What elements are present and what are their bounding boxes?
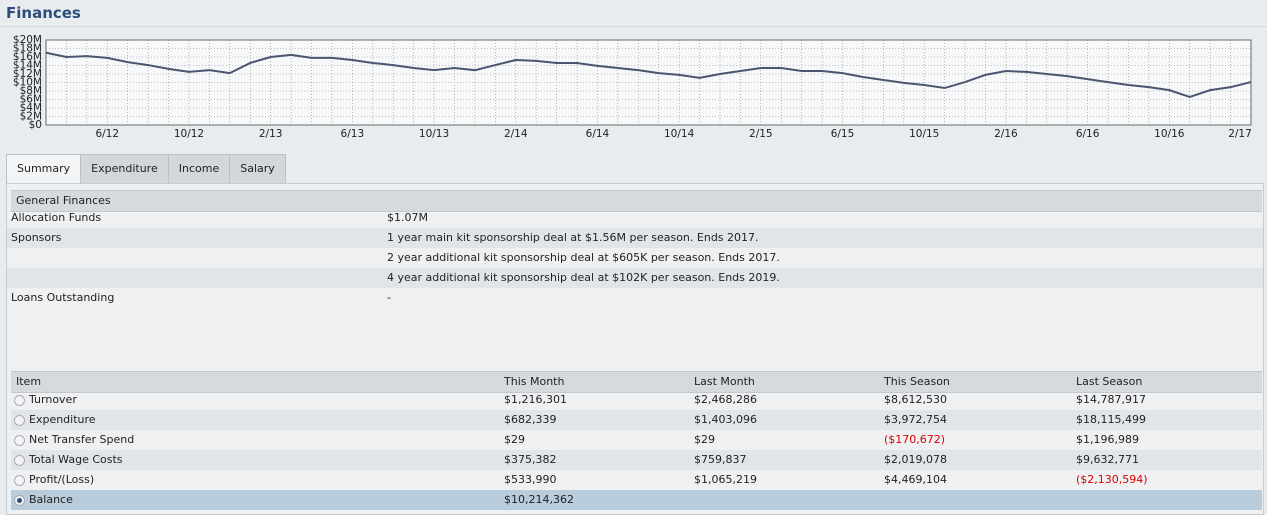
- y-tick-label: $14M: [13, 60, 42, 72]
- item-row[interactable]: Expenditure $682,339 $1,403,096 $3,972,754 $…: [11, 410, 1262, 430]
- item-row[interactable]: Net Transfer Spend $29 $29 ($170,672) $1,196…: [11, 430, 1262, 450]
- item-row[interactable]: Turnover $1,216,301 $2,468,286 $8,612,530 $1…: [11, 390, 1262, 410]
- section-title: General Finances: [16, 194, 111, 207]
- column-header: Last Month: [694, 375, 755, 388]
- info-value: $1.07M: [387, 211, 428, 224]
- series-line: [45, 51, 1252, 99]
- column-header: This Season: [884, 375, 950, 388]
- column-header: This Month: [504, 375, 565, 388]
- item-value: $2,468,286: [694, 393, 757, 406]
- info-value: 2 year additional kit sponsorship deal a…: [387, 251, 780, 264]
- item-value: $1,403,096: [694, 413, 757, 426]
- x-tick-label: 6/14: [586, 128, 610, 140]
- tab[interactable]: Salary: [229, 154, 286, 184]
- info-value: -: [387, 291, 391, 304]
- item-value: $18,115,499: [1076, 413, 1146, 426]
- item-row[interactable]: Total Wage Costs $375,382 $759,837 $2,019,0…: [11, 450, 1262, 470]
- x-tick-label: 10/14: [664, 128, 695, 140]
- item-value: ($170,672): [884, 433, 946, 446]
- column-header: Item: [16, 375, 42, 388]
- x-tick-label: 10/15: [909, 128, 939, 140]
- item-value: ($2,130,594): [1076, 473, 1148, 486]
- x-tick-label: 10/13: [419, 128, 449, 140]
- radio-button: [14, 495, 25, 506]
- column-header: Last Season: [1076, 375, 1143, 388]
- item-value: $1,216,301: [504, 393, 567, 406]
- y-tick-label: $8M: [20, 85, 42, 97]
- item-value: $9,632,771: [1076, 453, 1139, 466]
- info-row: Allocation Funds $1.07M: [7, 208, 1263, 228]
- y-tick-label: $20M: [13, 34, 42, 46]
- y-tick-label: $18M: [13, 43, 42, 55]
- item-label: Net Transfer Spend: [29, 433, 135, 446]
- item-label: Turnover: [29, 393, 77, 406]
- x-tick-label: 2/15: [749, 128, 773, 140]
- y-tick-label: $0: [29, 119, 42, 131]
- item-value: $375,382: [504, 453, 557, 466]
- chart: $0$2M$4M$6M$8M$10M$12M$14M$16M$18M$20M 6/…: [13, 34, 1252, 140]
- item-value: $10,214,362: [504, 493, 574, 506]
- tab-bar: Summary Expenditure Income Salary: [6, 154, 286, 185]
- info-label: Sponsors: [11, 231, 62, 244]
- item-label: Total Wage Costs: [29, 453, 123, 466]
- info-value: 1 year main kit sponsorship deal at $1.5…: [387, 231, 759, 244]
- radio-button: [14, 455, 25, 466]
- item-label: Balance: [29, 493, 73, 506]
- x-tick-label: 2/13: [259, 128, 283, 140]
- tab[interactable]: Income: [167, 154, 231, 184]
- item-value: $14,787,917: [1076, 393, 1146, 406]
- item-value: $759,837: [694, 453, 747, 466]
- table-header: Item This Month Last Month This Season Last …: [11, 371, 1262, 393]
- tab[interactable]: Expenditure: [80, 154, 169, 184]
- item-value: $3,972,754: [884, 413, 947, 426]
- y-tick-label: $2M: [20, 111, 42, 123]
- y-tick-label: $4M: [20, 102, 42, 114]
- item-value: $29: [694, 433, 715, 446]
- radio-button: [14, 475, 25, 486]
- item-value: $1,065,219: [694, 473, 757, 486]
- x-tick-label: 6/12: [95, 128, 119, 140]
- info-row: Sponsors 1 year main kit sponsorship deal…: [7, 228, 1263, 248]
- x-tick-label: 2/17: [1228, 128, 1252, 140]
- item-value: $29: [504, 433, 525, 446]
- info-row: 4 year additional kit sponsorship deal a…: [7, 268, 1263, 288]
- radio-button: [14, 435, 25, 446]
- x-tick-label: 6/16: [1076, 128, 1100, 140]
- info-row: 2 year additional kit sponsorship deal a…: [7, 248, 1263, 268]
- tab[interactable]: Summary: [6, 154, 82, 185]
- item-value: $533,990: [504, 473, 557, 486]
- section-header: General Finances: [11, 190, 1262, 212]
- x-tick-label: 2/14: [504, 128, 528, 140]
- x-tick-label: 2/16: [994, 128, 1018, 140]
- item-row[interactable]: Balance $10,214,362: [11, 490, 1262, 510]
- item-value: $682,339: [504, 413, 557, 426]
- x-tick-label: 10/16: [1154, 128, 1185, 140]
- item-row[interactable]: Profit/(Loss) $533,990 $1,065,219 $4,469,10…: [11, 470, 1262, 490]
- radio-button: [14, 415, 25, 426]
- info-value: 4 year additional kit sponsorship deal a…: [387, 271, 780, 284]
- item-label: Expenditure: [29, 413, 96, 426]
- item-value: $4,469,104: [884, 473, 947, 486]
- x-tick-label: 10/12: [174, 128, 204, 140]
- radio-button: [14, 395, 25, 406]
- y-tick-label: $12M: [13, 68, 42, 80]
- y-tick-label: $10M: [13, 77, 42, 89]
- page-title: Finances: [6, 4, 81, 22]
- y-tick-label: $6M: [20, 94, 42, 106]
- info-label: Allocation Funds: [11, 211, 102, 224]
- item-label: Profit/(Loss): [29, 473, 95, 486]
- item-value: $8,612,530: [884, 393, 947, 406]
- item-value: $2,019,078: [884, 453, 947, 466]
- x-tick-label: 6/13: [341, 128, 365, 140]
- item-value: $1,196,989: [1076, 433, 1139, 446]
- y-tick-label: $16M: [13, 51, 42, 63]
- summary-panel: General Finances Allocation Funds $1.07M Sp…: [6, 183, 1264, 515]
- divider: [0, 26, 1267, 27]
- info-label: Loans Outstanding: [11, 291, 115, 304]
- x-tick-label: 6/15: [831, 128, 855, 140]
- info-row: Loans Outstanding -: [7, 288, 1263, 308]
